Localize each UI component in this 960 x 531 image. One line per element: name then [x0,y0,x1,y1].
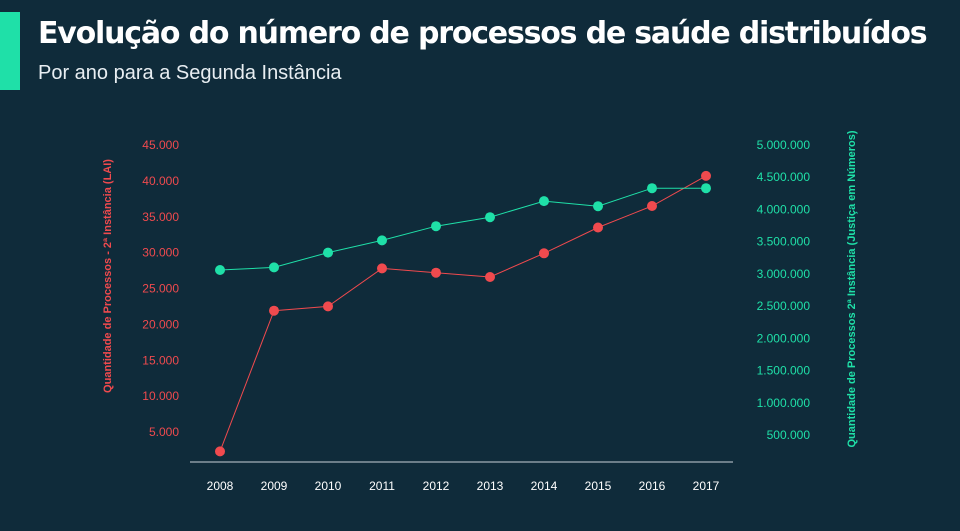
left-tick-label: 5.000 [149,425,179,439]
left-axis-title: Quantidade de Processos - 2ª Instância (… [102,159,114,393]
x-tick-label: 2012 [423,479,450,493]
right-tick-label: 2.000.000 [757,331,811,345]
left-series-point [539,248,549,259]
left-series-line [219,175,707,452]
x-tick-label: 2013 [477,479,504,493]
accent-bar [0,12,20,90]
left-series-point [593,222,603,233]
left-tick-label: 20.000 [142,317,179,331]
x-tick-label: 2008 [207,479,234,493]
right-tick-label: 1.000.000 [757,396,811,410]
right-tick-label: 500.000 [767,428,811,442]
left-tick-label: 10.000 [142,389,179,403]
x-tick-label: 2016 [639,479,666,493]
left-series-point [431,267,441,278]
right-series-point [701,183,711,194]
left-tick-label: 40.000 [142,174,179,188]
right-axis-title: Quantidade de Processos 2ª Instância (Ju… [846,130,858,447]
right-series-line [219,187,706,271]
right-series-point [323,247,333,258]
x-tick-label: 2009 [261,479,288,493]
right-tick-label: 5.000.000 [757,138,811,152]
x-tick-label: 2011 [369,479,395,493]
right-tick-label: 3.500.000 [757,235,811,249]
left-tick-label: 30.000 [142,246,179,260]
left-series-point [269,305,279,316]
left-series-point [215,446,225,457]
left-series-point [647,201,657,211]
right-series-point [431,221,441,232]
chart-title: Evolução do número de processos de saúde… [38,16,928,51]
left-series-point [377,263,387,274]
left-series-point [701,170,711,181]
x-tick-label: 2015 [585,479,612,493]
left-tick-label: 15.000 [142,353,179,367]
right-series-point [215,265,225,275]
right-series-point [647,183,657,194]
x-tick-label: 2014 [531,479,558,493]
right-series-point [269,262,279,273]
right-series-point [377,235,387,246]
chart-subtitle: Por ano para a Segunda Instância [38,62,342,84]
right-series-point [485,212,495,223]
left-tick-label: 25.000 [142,282,179,296]
right-tick-label: 2.500.000 [757,299,811,313]
left-series-point [485,272,495,282]
left-series-point [323,301,333,312]
right-tick-label: 4.500.000 [757,170,811,184]
right-series-point [593,201,603,212]
right-tick-label: 1.500.000 [757,364,811,378]
right-series-point [539,196,549,207]
x-tick-label: 2017 [693,479,720,493]
right-tick-label: 4.000.000 [757,202,811,216]
x-tick-label: 2010 [315,479,342,493]
left-tick-label: 35.000 [142,210,179,224]
left-tick-label: 45.000 [142,138,179,152]
right-tick-label: 3.000.000 [757,267,811,281]
